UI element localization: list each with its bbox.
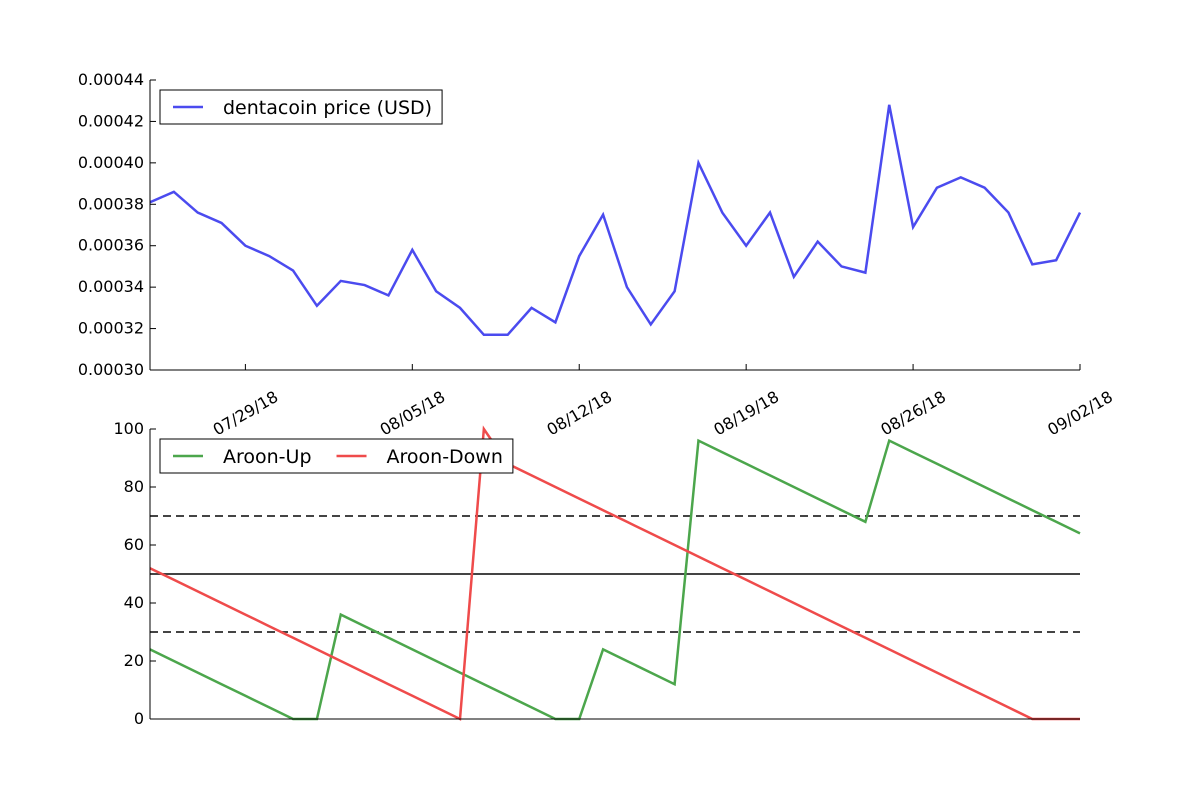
y-tick-label: 0.00042 — [78, 111, 144, 130]
legend: Aroon-Up Aroon-Down — [159, 438, 514, 474]
series-line-dentacoin-price-usd — [149, 104, 1082, 337]
y-tick-label: 0.00044 — [78, 70, 144, 89]
y-tick-label: 0.00036 — [78, 236, 144, 255]
legend-label: dentacoin price (USD) — [223, 97, 432, 119]
y-tick-label: 0.00034 — [78, 277, 144, 296]
y-tick-label: 0.00030 — [78, 360, 144, 379]
series-line-aroon-down — [149, 425, 1080, 721]
y-tick-label: 20 — [124, 651, 144, 670]
legend-label: Aroon-Down — [387, 446, 503, 468]
price-chart: 0.00030 0.00032 0.00034 0.00036 0.00038 0.000… — [78, 70, 1116, 439]
x-tick-label: 08/26/18 — [877, 387, 949, 439]
y-tick-label: 80 — [124, 477, 144, 496]
x-tick-label: 09/02/18 — [1044, 387, 1116, 439]
x-tick-label: 08/19/18 — [710, 387, 782, 439]
y-tick-label: 0.00032 — [78, 319, 144, 338]
y-tick-label: 60 — [124, 535, 144, 554]
legend-box — [159, 89, 443, 125]
y-tick-label: 0.00038 — [78, 194, 144, 213]
y-tick-label: 40 — [124, 593, 144, 612]
x-tick-label: 08/05/18 — [377, 387, 449, 439]
y-tick-label: 0 — [134, 709, 144, 728]
y-tick-label: 100 — [113, 419, 144, 438]
aroon-chart: 0 20 40 60 80 100 Aroon-Up Aroon-Down — [113, 419, 1081, 728]
legend-label: Aroon-Up — [223, 446, 312, 468]
x-tick-label: 07/29/18 — [210, 387, 282, 439]
x-tick-label: 08/12/18 — [543, 387, 615, 439]
legend: dentacoin price (USD) — [159, 89, 443, 125]
series-line-aroon-up — [149, 438, 1081, 721]
legend-box — [159, 438, 514, 474]
y-tick-label: 0.00040 — [78, 153, 144, 172]
